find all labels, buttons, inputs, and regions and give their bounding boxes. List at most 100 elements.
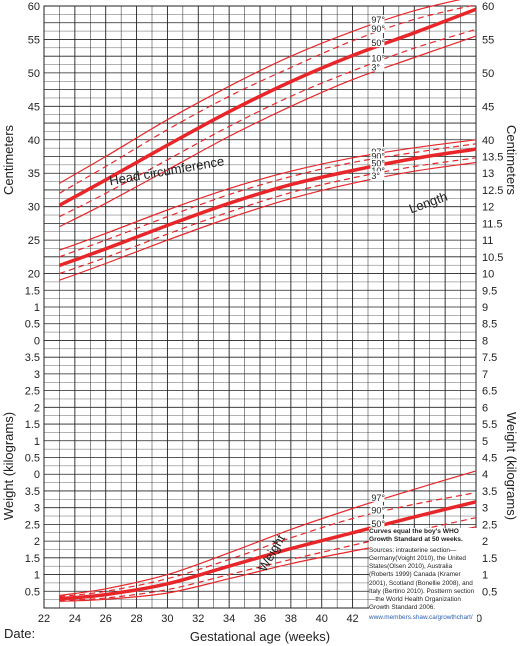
pct-label-bg (370, 62, 385, 72)
head-circumference-p97-curve (59, 139, 477, 251)
right-tick-label: 3 (482, 503, 488, 515)
percentile-label: 3° (371, 171, 380, 181)
cm-tick-left: 20 (28, 269, 40, 281)
right-tick-label: 2.5 (482, 519, 497, 531)
weight-p97-curve (59, 470, 477, 597)
head-circumference-p3-curve (59, 161, 477, 281)
pct-label-bg (370, 151, 385, 161)
right-tick-label: 10 (482, 269, 494, 281)
left-tick-label: 2.5 (25, 386, 40, 398)
right-tick-label: 1 (482, 570, 488, 582)
x-tick-label: 38 (285, 613, 297, 625)
pct-label-bg (370, 505, 385, 515)
pct-label-bg (370, 166, 385, 176)
length-p90-curve (59, 4, 477, 194)
weight-p90-curve (59, 492, 477, 598)
right-tick-label: 9 (482, 302, 488, 314)
right-tick-label: 4.5 (482, 453, 497, 465)
info-sources: Sources: intrauterine section—Germany(Vo… (369, 546, 475, 612)
curve-name-label: Length (407, 189, 449, 217)
info-url[interactable]: www.members.shaw.ca/growthchart/ (369, 614, 473, 622)
percentile-label: 50° (371, 38, 385, 48)
right-tick-label: 6 (482, 402, 488, 414)
pct-label-bg (370, 171, 385, 181)
length-p10-curve (59, 28, 477, 218)
pct-label-bg (370, 15, 385, 25)
right-tick-label: 7.5 (482, 352, 497, 364)
left-tick-label: 3.5 (25, 486, 40, 498)
percentile-label: 10° (371, 54, 385, 64)
left-tick-label: 0 (34, 469, 40, 481)
length-p97-curve (59, 0, 461, 184)
right-tick-label: 5.5 (482, 419, 497, 431)
right-tick-label: 1.5 (482, 553, 497, 565)
y-axis-title-kg-right: Weight (kilograms) (504, 412, 519, 520)
pct-label-bg (370, 38, 385, 48)
right-tick-label: 11.5 (482, 218, 503, 230)
x-tick-label: 26 (100, 613, 112, 625)
left-tick-label: 0.5 (25, 586, 40, 598)
weight-p10-curve (59, 517, 477, 602)
cm-tick-right: 50 (482, 68, 494, 80)
left-tick-label: 1 (34, 436, 40, 448)
percentile-label: 90° (371, 24, 385, 34)
cm-tick-left: 40 (28, 135, 40, 147)
cm-tick-left: 35 (28, 168, 40, 180)
right-tick-label: 13.5 (482, 152, 503, 164)
length-p50-curve (58, 7, 477, 207)
weight-p50-curve (59, 500, 477, 601)
pct-label-bg (370, 518, 385, 528)
left-tick-label: 1.5 (25, 419, 40, 431)
percentile-label: 3° (371, 63, 380, 73)
pct-label-bg (370, 24, 385, 34)
left-tick-label: 1.5 (25, 553, 40, 565)
cm-tick-left: 25 (28, 235, 40, 247)
left-tick-label: 1.5 (25, 285, 40, 297)
percentile-label: 90° (371, 505, 385, 515)
x-tick-label: 36 (254, 613, 266, 625)
y-axis-title-cm: Centimeters (1, 124, 16, 195)
head-circumference-p10-curve (59, 157, 477, 275)
y-axis-title-cm-right: Centimeters (504, 125, 519, 196)
cm-tick-right: 60 (482, 1, 494, 13)
percentile-label: 50° (371, 519, 385, 529)
right-tick-label: 8.5 (482, 319, 497, 331)
x-tick-label: 22 (38, 613, 50, 625)
percentile-label: 90° (371, 152, 385, 162)
right-tick-label: 8 (482, 335, 488, 347)
x-tick-label: 32 (192, 613, 204, 625)
grid (43, 5, 477, 609)
left-tick-label: 3 (34, 369, 40, 381)
x-tick-label: 42 (346, 613, 358, 625)
right-tick-label: 9.5 (482, 285, 497, 297)
right-tick-label: 5 (482, 436, 488, 448)
percentile-label: 97° (371, 493, 385, 503)
left-tick-label: 2.5 (25, 519, 40, 531)
percentile-label: 97° (371, 15, 385, 25)
pct-label-bg (370, 53, 385, 63)
cm-tick-right: 45 (482, 101, 494, 113)
x-tick-label: 34 (223, 613, 235, 625)
cm-tick-left: 50 (28, 68, 40, 80)
left-tick-label: 2 (34, 402, 40, 414)
cm-tick-right: 40 (482, 135, 494, 147)
right-tick-label: 3.5 (482, 486, 497, 498)
right-tick-label: 0.5 (482, 586, 497, 598)
right-tick-label: 7 (482, 369, 488, 381)
left-tick-label: 0.5 (25, 319, 40, 331)
right-tick-label: 13 (482, 168, 494, 180)
right-tick-label: 6.5 (482, 386, 497, 398)
cm-tick-left: 30 (28, 202, 40, 214)
pct-label-bg (370, 158, 385, 168)
right-tick-label: 2 (482, 536, 488, 548)
length-p3-curve (59, 35, 477, 228)
percentile-label: 50° (371, 159, 385, 169)
curve-name-label: Head circumference (108, 153, 225, 188)
left-tick-label: 0.5 (25, 453, 40, 465)
cm-tick-left: 60 (28, 1, 40, 13)
source-info-box: Curves equal the boy's WHO Growth Standa… (369, 528, 477, 623)
left-tick-label: 1 (34, 570, 40, 582)
right-tick-label: 11 (482, 235, 493, 247)
right-tick-label: 10.5 (482, 252, 503, 264)
left-tick-label: 0 (34, 335, 40, 347)
